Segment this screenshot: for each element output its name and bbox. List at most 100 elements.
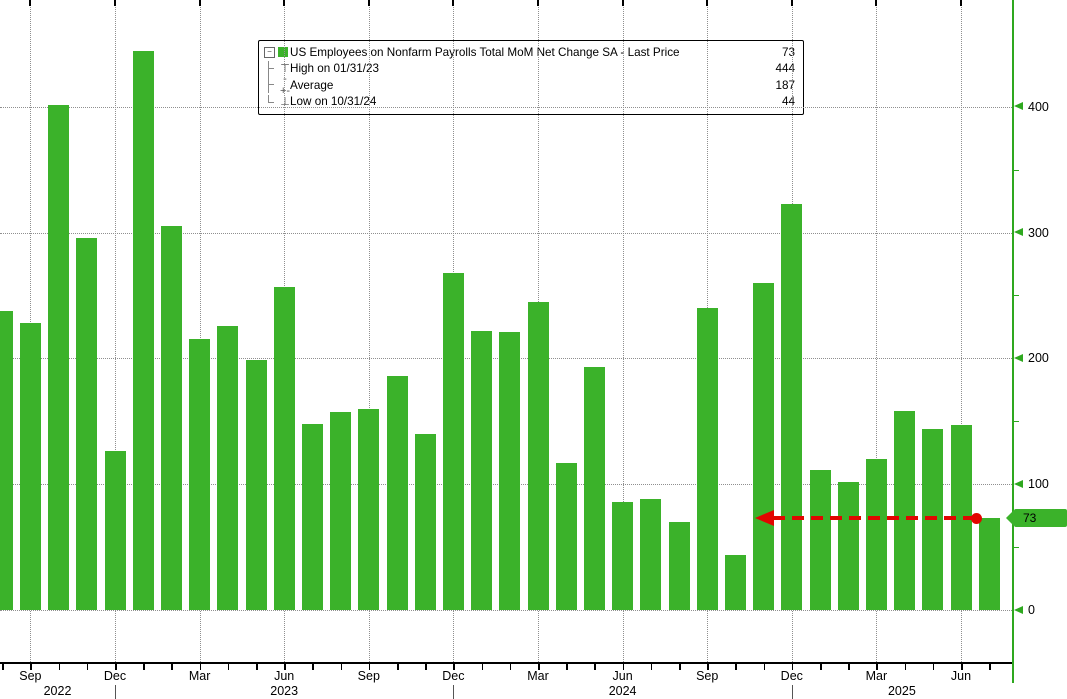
v-gridline [622, 0, 624, 662]
month-tick [227, 663, 230, 670]
month-tick [707, 663, 709, 670]
legend-average-label: Average [290, 78, 334, 92]
month-tick [58, 663, 61, 670]
bar [386, 375, 408, 610]
y-tick-label: 0 [1028, 603, 1035, 617]
month-tick [876, 663, 878, 670]
bar [76, 237, 98, 610]
month-tick [961, 663, 963, 670]
top-tick [706, 0, 709, 6]
bar [527, 301, 549, 610]
bar [724, 554, 746, 610]
v-gridline [368, 0, 370, 662]
bar [640, 499, 662, 610]
legend-row-average: -+- Average 187 [264, 73, 795, 97]
x-tick-label: Dec [103, 669, 127, 683]
y-minor-tick [1012, 547, 1019, 549]
top-tick [283, 0, 286, 6]
bar [753, 282, 775, 610]
y-tick-arrow-icon [1014, 228, 1023, 237]
month-tick [763, 663, 766, 670]
bar [414, 433, 436, 610]
v-gridline [876, 0, 878, 662]
bar [301, 423, 323, 610]
month-tick [594, 663, 596, 670]
bar [104, 451, 126, 610]
x-tick-label: Mar [527, 669, 549, 683]
red-dashed-arrow [772, 516, 975, 521]
bar [48, 105, 70, 610]
month-tick [171, 663, 173, 670]
bar [894, 411, 916, 610]
x-year-label: 2024 [608, 684, 637, 698]
top-tick [29, 0, 32, 6]
legend-series-icons: − [264, 46, 290, 58]
x-tick-label: Dec [780, 669, 803, 683]
bar [612, 501, 634, 610]
bar [0, 310, 13, 610]
bar [781, 203, 803, 610]
x-axis-line [0, 662, 1013, 664]
bar [189, 339, 211, 610]
top-tick [198, 0, 201, 6]
month-tick [86, 663, 89, 670]
legend-row-series: − US Employees on Nonfarm Payrolls Total… [264, 44, 795, 61]
month-tick [679, 663, 681, 670]
month-tick [622, 663, 625, 670]
y-tick-arrow-icon [1014, 605, 1023, 614]
month-tick [566, 663, 568, 670]
series-color-swatch-icon [278, 47, 288, 58]
month-tick [848, 663, 850, 670]
y-minor-tick [1012, 169, 1019, 171]
bar [583, 367, 605, 610]
top-tick [621, 0, 624, 6]
legend-row-high: ⊤ High on 01/31/23 444 [264, 60, 795, 78]
year-divider-tick [453, 685, 455, 699]
h-gridline [0, 232, 1012, 234]
month-tick [989, 663, 991, 670]
year-divider-tick [115, 685, 116, 699]
legend-high-label: High on 01/31/23 [290, 62, 380, 76]
month-tick [538, 663, 540, 670]
tree-branch-icon [268, 60, 279, 77]
bar [160, 226, 182, 610]
month-tick [340, 663, 343, 670]
collapse-box-icon[interactable]: − [264, 46, 275, 58]
bar [273, 286, 295, 610]
bar [696, 308, 718, 610]
bar [978, 518, 1000, 610]
month-tick [735, 663, 737, 670]
month-tick [284, 663, 286, 670]
x-tick-label: Dec [442, 669, 465, 683]
top-tick [875, 0, 878, 6]
month-tick [199, 663, 202, 670]
legend-high-value: 444 [775, 62, 795, 76]
x-tick-label: Jun [950, 669, 972, 683]
tree-branch-icon [268, 77, 279, 94]
v-gridline [961, 0, 962, 662]
month-tick [312, 663, 314, 670]
bar [245, 359, 267, 610]
month-tick [481, 663, 484, 670]
x-tick-label: Sep [357, 669, 380, 683]
y-tick-label: 100 [1028, 477, 1049, 492]
y-minor-tick [1012, 421, 1019, 423]
month-tick [425, 663, 427, 670]
bar [837, 481, 859, 610]
month-tick [904, 663, 907, 670]
x-tick-label: Mar [188, 669, 211, 683]
month-tick [256, 663, 258, 670]
top-tick [114, 0, 116, 6]
top-tick [367, 0, 370, 6]
y-tick-label: 400 [1028, 99, 1049, 114]
x-tick-label: Mar [865, 669, 888, 683]
legend-low-value: 44 [781, 95, 795, 109]
bar [358, 408, 380, 610]
y-tick-label: 200 [1028, 351, 1049, 366]
h-gridline [0, 610, 1012, 611]
bar [809, 470, 831, 610]
red-arrow-origin-dot [970, 512, 982, 524]
legend-series-value: 73 [781, 45, 795, 59]
month-tick [453, 663, 455, 670]
month-tick [509, 663, 512, 670]
